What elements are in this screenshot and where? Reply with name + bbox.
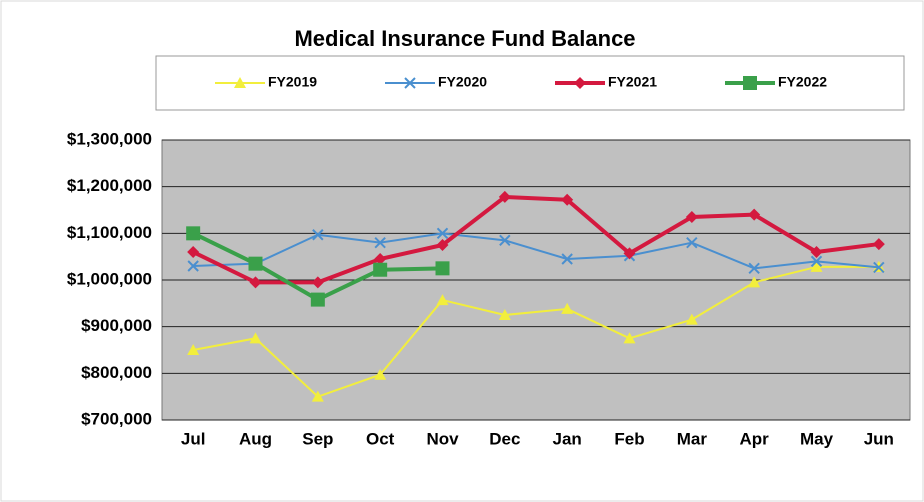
point-marker	[436, 294, 449, 306]
point-marker	[499, 234, 511, 247]
y-tick-label: $800,000	[81, 363, 152, 382]
point-marker	[186, 226, 201, 241]
x-tick-label: Mar	[677, 429, 708, 448]
point-marker	[187, 260, 199, 272]
x-tick-label: Dec	[489, 429, 520, 448]
x-tick-label: May	[800, 429, 834, 448]
series-line	[193, 232, 879, 270]
point-marker	[187, 246, 200, 258]
point-marker	[623, 332, 636, 344]
series-line	[192, 265, 879, 398]
point-marker	[810, 255, 823, 268]
point-marker	[685, 313, 698, 325]
legend-marker	[743, 76, 757, 90]
point-marker	[249, 332, 262, 344]
point-marker	[311, 276, 324, 289]
point-marker	[310, 292, 325, 307]
point-marker	[748, 262, 760, 275]
point-marker	[436, 239, 449, 251]
y-tick-label: $700,000	[81, 409, 152, 428]
legend-label: FY2022	[778, 74, 827, 90]
point-marker	[686, 236, 698, 249]
x-tick-label: Jun	[864, 429, 894, 448]
legend-marker	[574, 77, 586, 89]
x-tick-label: Jul	[181, 429, 206, 448]
point-marker	[561, 193, 574, 206]
point-marker	[374, 368, 387, 380]
point-marker	[748, 276, 761, 288]
x-tick-label: Oct	[366, 429, 395, 448]
point-marker	[872, 238, 885, 251]
point-marker	[187, 344, 200, 355]
x-tick-label: Nov	[426, 429, 459, 448]
point-marker	[374, 236, 386, 249]
point-marker	[561, 253, 573, 265]
point-marker	[312, 229, 324, 241]
legend-box	[155, 55, 905, 111]
point-marker	[311, 390, 324, 402]
x-tick-label: Aug	[239, 429, 272, 448]
y-tick-label: $1,000,000	[67, 269, 152, 288]
legend-label: FY2021	[608, 74, 657, 90]
x-tick-label: Apr	[740, 429, 770, 448]
legend-marker	[404, 77, 416, 89]
point-marker	[748, 208, 761, 221]
point-marker	[810, 246, 823, 258]
legend-marker	[234, 77, 246, 88]
series-line	[192, 194, 880, 285]
point-marker	[435, 261, 450, 276]
y-tick-label: $1,200,000	[67, 176, 152, 195]
point-marker	[249, 276, 262, 289]
x-tick-label: Jan	[553, 429, 582, 448]
point-marker	[873, 261, 885, 274]
point-marker	[498, 309, 511, 320]
x-tick-label: Sep	[302, 429, 333, 448]
y-tick-label: $1,100,000	[67, 223, 152, 242]
x-tick-label: Feb	[614, 429, 644, 448]
y-tick-label: $900,000	[81, 316, 152, 335]
point-marker	[685, 211, 698, 223]
point-marker	[498, 190, 511, 203]
y-tick-label: $1,300,000	[67, 129, 152, 148]
legend-label: FY2019	[268, 74, 317, 90]
point-marker	[810, 260, 823, 272]
point-marker	[561, 302, 574, 314]
point-marker	[374, 253, 387, 265]
point-marker	[623, 247, 636, 260]
legend-label: FY2020	[438, 74, 487, 90]
chart-title: Medical Insurance Fund Balance	[294, 26, 635, 51]
point-marker	[248, 256, 263, 271]
point-marker	[373, 262, 388, 277]
point-marker	[436, 227, 449, 240]
